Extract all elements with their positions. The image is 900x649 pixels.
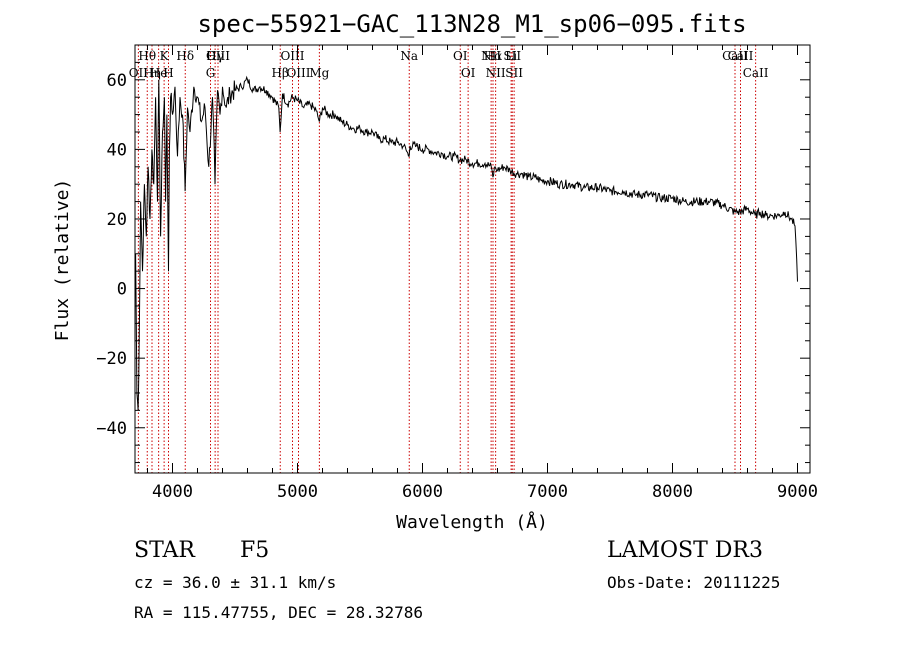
line-label: SII: [505, 66, 523, 80]
spectral-line-markers: [137, 45, 757, 473]
spectrum-layer: [135, 75, 798, 411]
line-label: NII: [481, 49, 501, 63]
line-label: Hβ: [272, 66, 289, 80]
line-label: OIII: [206, 49, 230, 63]
spectrum-line: [135, 75, 798, 411]
line-label: Hδ: [176, 49, 194, 63]
line-label: SII: [503, 49, 521, 63]
spectral-subclass: F5: [240, 538, 270, 563]
x-tick-label: 4000: [152, 482, 193, 502]
x-tick-label: 9000: [777, 482, 818, 502]
line-label: H: [163, 66, 173, 80]
x-tick-label: 8000: [652, 482, 693, 502]
y-tick-label: −20: [96, 349, 127, 369]
x-axis-label: Wavelength (Å): [396, 511, 548, 533]
y-tick-label: 60: [107, 71, 127, 91]
survey-name: LAMOST DR3: [607, 538, 763, 563]
y-axis: −40 −20 0 20 40 60: [96, 44, 810, 464]
line-label: OI: [453, 49, 468, 63]
line-label: Hα: [484, 49, 503, 63]
line-label: CaII: [722, 49, 748, 63]
line-label: Hθ: [138, 49, 156, 63]
line-label: Na: [400, 49, 418, 63]
x-tick-label: 5000: [277, 482, 318, 502]
y-tick-label: 20: [107, 210, 127, 230]
observation-date: Obs-Date: 20111225: [607, 573, 781, 592]
line-label: Hη: [143, 66, 161, 80]
chart-title: spec−55921−GAC_113N28_M1_sp06−095.fits: [197, 10, 746, 38]
line-label: Mg: [309, 66, 329, 80]
y-tick-label: 0: [117, 280, 127, 300]
line-label: OIII: [280, 49, 304, 63]
x-tick-label: 6000: [402, 482, 443, 502]
line-label: OI: [461, 66, 476, 80]
y-tick-label: −40: [96, 419, 127, 439]
redshift-cz: cz = 36.0 ± 31.1 km/s: [134, 573, 337, 592]
line-label: Hγ: [206, 49, 224, 63]
line-label: K: [160, 49, 170, 63]
line-label: CaII: [728, 49, 754, 63]
x-tick-label: 7000: [527, 482, 568, 502]
x-axis: 4000 5000 6000 7000 8000 9000: [147, 45, 818, 502]
line-label: He: [150, 66, 168, 80]
line-label: Li: [505, 49, 517, 63]
line-label: G: [206, 66, 216, 80]
spectrum-chart: spec−55921−GAC_113N28_M1_sp06−095.fits O…: [52, 10, 818, 533]
y-axis-label: Flux (relative): [52, 179, 73, 342]
line-label: OIII: [286, 66, 310, 80]
line-label: NII: [486, 66, 506, 80]
object-class: STAR: [134, 538, 195, 563]
plot-frame: [134, 44, 811, 474]
y-tick-label: 40: [107, 140, 127, 160]
line-label: CaII: [743, 66, 769, 80]
line-label: OII: [129, 66, 149, 80]
sky-coordinates: RA = 115.47755, DEC = 28.32786: [134, 603, 423, 622]
